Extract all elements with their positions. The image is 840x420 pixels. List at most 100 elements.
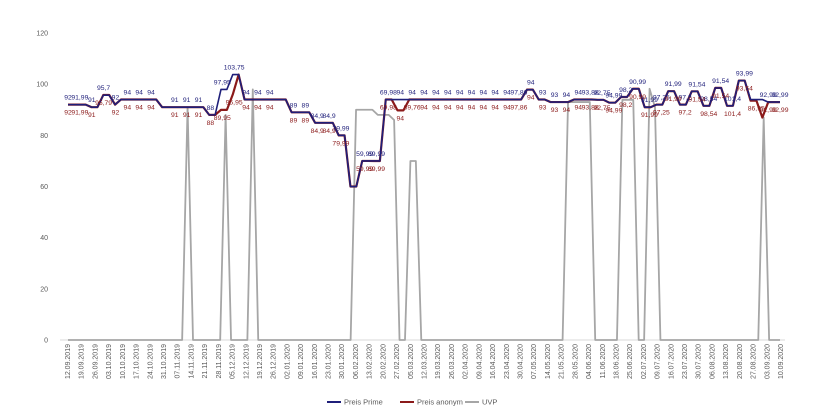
data-label: 95,7 — [97, 85, 110, 92]
data-label: 93,88 — [582, 105, 599, 112]
x-tick-label: 07.05.2020 — [531, 344, 538, 379]
data-label: 94 — [147, 90, 155, 97]
x-tick-label: 19.12.2019 — [257, 344, 264, 379]
data-label: 91 — [195, 112, 203, 119]
legend: Preis Prime Preis anonym UVP — [327, 398, 497, 407]
data-label: 98,2 — [619, 87, 632, 94]
data-label: 84,9 — [322, 113, 335, 120]
x-tick-label: 27.08.2020 — [751, 344, 758, 379]
x-tick-label: 26.09.2019 — [92, 344, 99, 379]
data-label: 94 — [420, 105, 428, 112]
data-label: 94 — [135, 105, 143, 112]
x-tick-label: 07.11.2019 — [175, 344, 182, 379]
data-label: 89,76 — [404, 105, 421, 112]
data-label: 91 — [171, 97, 179, 104]
data-label: 97,25 — [653, 110, 670, 117]
x-tick-label: 20.08.2020 — [737, 344, 744, 379]
data-label: 91,99 — [665, 81, 682, 88]
data-label: 97,95 — [214, 79, 231, 86]
data-label: 97,2 — [678, 95, 691, 102]
data-label: 101,4 — [724, 111, 741, 118]
data-label: 93,54 — [736, 86, 753, 93]
data-label: 94,99 — [605, 93, 622, 100]
x-tick-label: 03.09.2020 — [764, 344, 771, 379]
data-label: 94 — [242, 90, 250, 97]
y-tick-label: 0 — [44, 338, 48, 345]
x-tick-label: 16.04.2020 — [490, 344, 497, 379]
data-label: 94 — [503, 90, 511, 97]
data-label: 94,99 — [605, 108, 622, 115]
data-label: 98,2 — [619, 102, 632, 109]
data-label: 94 — [254, 105, 262, 112]
data-label: 94 — [266, 105, 274, 112]
x-tick-label: 06.08.2020 — [709, 344, 716, 379]
data-label: 94 — [432, 90, 440, 97]
data-label: 94 — [396, 90, 404, 97]
data-label: 103,75 — [224, 65, 245, 72]
x-tick-label: 13.02.2020 — [367, 344, 374, 379]
x-tick-label: 09.07.2020 — [655, 344, 662, 379]
data-label: 95,79 — [95, 100, 112, 107]
data-label: 90,99 — [629, 79, 646, 86]
data-label: 92,99 — [771, 107, 788, 114]
data-label: 94 — [147, 105, 155, 112]
x-tick-label: 12.03.2020 — [422, 344, 429, 379]
data-label: 92,99 — [771, 92, 788, 99]
data-label: 89 — [290, 117, 298, 124]
series-layer — [68, 73, 780, 341]
x-tick-label: 16.07.2020 — [668, 344, 675, 379]
x-tick-label: 14.11.2019 — [188, 344, 195, 379]
data-label: 94 — [480, 90, 488, 97]
data-label: 94 — [563, 107, 571, 114]
x-tick-label: 26.12.2019 — [271, 344, 278, 379]
data-label: 69,99 — [368, 166, 385, 173]
x-tick-label: 30.04.2020 — [517, 344, 524, 379]
x-tick-label: 30.01.2020 — [339, 344, 346, 379]
x-tick-label: 26.03.2020 — [449, 344, 456, 379]
x-tick-label: 05.03.2020 — [408, 344, 415, 379]
x-tick-label: 23.04.2020 — [504, 344, 511, 379]
y-tick-label: 20 — [40, 286, 48, 293]
data-label: 93,88 — [582, 90, 599, 97]
x-tick-label: 09.04.2020 — [476, 344, 483, 379]
data-label: 97,86 — [510, 90, 527, 97]
x-tick-label: 16.01.2020 — [312, 344, 319, 379]
data-label: 91,54 — [688, 96, 705, 103]
x-tick-label: 25.06.2020 — [627, 344, 634, 379]
data-label: 69,99 — [368, 151, 385, 158]
data-label: 91,99 — [641, 112, 658, 119]
data-label: 94 — [456, 105, 464, 112]
data-label: 94 — [242, 105, 250, 112]
data-label: 94 — [396, 115, 404, 122]
x-tick-label: 19.09.2019 — [79, 344, 86, 379]
data-label: 94 — [574, 105, 582, 112]
x-tick-label: 23.07.2020 — [682, 344, 689, 379]
data-label: 93 — [551, 92, 559, 99]
data-label: 94 — [456, 90, 464, 97]
data-label: 94 — [503, 105, 511, 112]
data-label: 91 — [183, 112, 191, 119]
x-tick-label: 20.02.2020 — [380, 344, 387, 379]
data-label: 98,54 — [700, 111, 717, 118]
data-label: 97,25 — [653, 95, 670, 102]
data-label: 93 — [539, 105, 547, 112]
data-label: 91 — [183, 97, 191, 104]
data-label: 94 — [420, 90, 428, 97]
data-label: 79,99 — [332, 125, 349, 132]
data-label: 97,2 — [678, 110, 691, 117]
data-label: 91,99 — [641, 97, 658, 104]
data-label: 91,99 — [71, 95, 88, 102]
data-label: 59,99 — [356, 166, 373, 173]
data-label: 95,95 — [226, 100, 243, 107]
x-tick-label: 13.08.2020 — [723, 344, 730, 379]
series-line-uvp — [68, 87, 780, 341]
data-label: 84,9 — [322, 128, 335, 135]
y-tick-label: 100 — [36, 82, 48, 89]
data-label: 92 — [64, 110, 72, 117]
x-tick-label: 28.11.2019 — [216, 344, 223, 379]
x-tick-label: 17.10.2019 — [134, 344, 141, 379]
legend-label: Preis anonym — [417, 398, 463, 407]
data-label: 94 — [254, 90, 262, 97]
